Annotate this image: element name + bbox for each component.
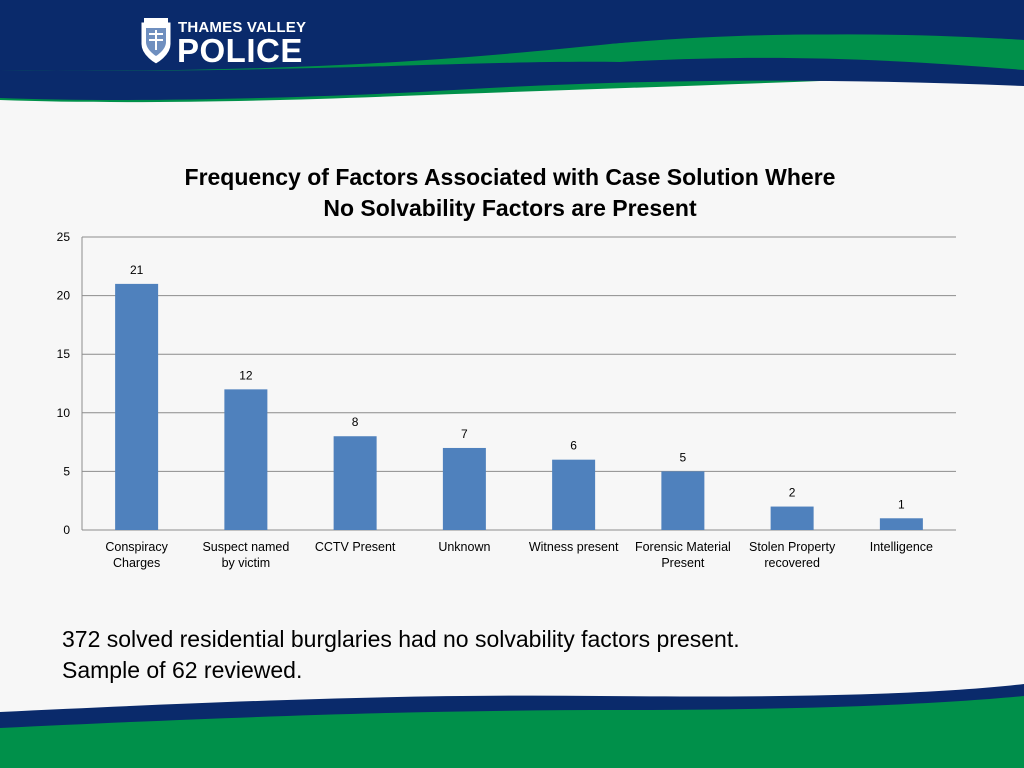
caption: 372 solved residential burglaries had no…	[62, 624, 962, 686]
x-tick-label-line	[519, 555, 629, 571]
x-tick-label-line: Present	[661, 556, 705, 570]
y-axis-ticks: 0 5 10 15 20 25	[57, 230, 71, 537]
data-label: 1	[898, 497, 905, 511]
bar	[224, 389, 268, 530]
x-tick-label: Stolen Property recovered	[737, 539, 847, 571]
x-tick-label-line	[409, 555, 519, 571]
x-tick-label-line: CCTV Present	[314, 540, 396, 554]
data-label: 2	[789, 486, 796, 500]
x-tick-label-line: Conspiracy	[105, 540, 168, 554]
data-label: 6	[570, 439, 577, 453]
y-tick-label: 0	[63, 523, 70, 537]
data-label: 21	[130, 263, 144, 277]
bar	[879, 518, 923, 530]
x-tick-label-line	[300, 555, 410, 571]
header-banner	[0, 0, 1024, 103]
x-tick-label: Conspiracy Charges	[82, 539, 192, 571]
bar	[552, 459, 596, 530]
chart-title-line1: Frequency of Factors Associated with Cas…	[184, 164, 836, 190]
x-tick-label-line: Forensic Material	[634, 540, 731, 554]
x-tick-label: Suspect named by victim	[191, 539, 301, 571]
x-tick-label: CCTV Present	[300, 539, 410, 571]
chart-title: Frequency of Factors Associated with Cas…	[100, 162, 920, 224]
caption-line1: 372 solved residential burglaries had no…	[62, 626, 740, 652]
bar	[333, 436, 377, 530]
footer-banner	[0, 684, 1024, 768]
chart-bars	[115, 283, 923, 530]
y-tick-label: 25	[57, 230, 71, 244]
y-tick-label: 5	[63, 464, 70, 478]
x-tick-label: Unknown	[409, 539, 519, 571]
bar	[770, 506, 814, 530]
x-tick-label-line: Intelligence	[869, 540, 933, 554]
bar	[661, 471, 705, 530]
bar	[442, 447, 486, 530]
y-tick-label: 15	[57, 347, 71, 361]
x-tick-label: Witness present	[519, 539, 629, 571]
bar	[115, 283, 159, 530]
brand-name-top: THAMES VALLEY	[178, 19, 307, 36]
x-tick-label-line: Charges	[113, 556, 161, 570]
x-tick-label-line: recovered	[764, 556, 820, 570]
x-tick-label-line: Unknown	[438, 540, 491, 554]
x-tick-label-line	[846, 555, 956, 571]
data-label: 8	[352, 415, 359, 429]
data-label: 12	[239, 368, 253, 382]
chart-title-line2: No Solvability Factors are Present	[323, 195, 697, 221]
x-tick-label: Forensic Material Present	[628, 539, 738, 571]
y-tick-label: 20	[57, 289, 71, 303]
data-label: 5	[680, 450, 687, 464]
x-tick-label-line: Witness present	[528, 540, 619, 554]
x-tick-label-line: by victim	[221, 556, 271, 570]
caption-line2: Sample of 62 reviewed.	[62, 657, 303, 683]
chart-gridlines	[81, 236, 956, 531]
brand-name-main: POLICE	[177, 32, 303, 69]
logo: THAMES VALLEY POLICE	[138, 18, 328, 70]
x-tick-label: Intelligence	[846, 539, 956, 571]
data-label: 7	[461, 427, 468, 441]
y-tick-label: 10	[57, 406, 71, 420]
x-tick-label-line: Stolen Property	[749, 540, 836, 554]
crest-icon	[140, 18, 172, 65]
x-tick-label-line: Suspect named	[202, 540, 290, 554]
